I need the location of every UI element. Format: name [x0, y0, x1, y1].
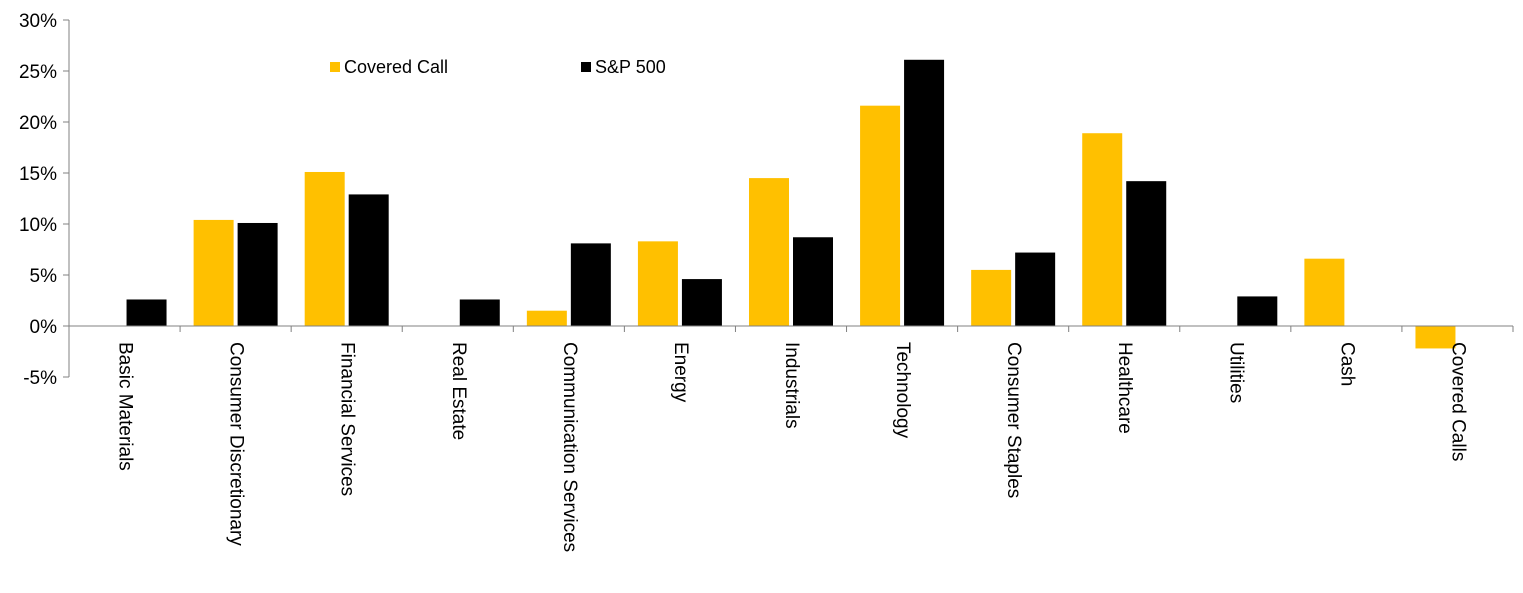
bar-sp500: [237, 222, 278, 326]
bar-covered-call: [860, 105, 901, 327]
category-label: Consumer Staples: [1003, 342, 1024, 498]
category-label: Technology: [892, 342, 913, 439]
bar-sp500: [570, 243, 611, 326]
category-label: Energy: [670, 342, 691, 403]
category-label: Industrials: [781, 342, 802, 429]
legend-swatch-covered-call: [330, 62, 340, 72]
category-label: Consumer Discretionary: [226, 342, 247, 546]
y-tick-label: 0%: [30, 317, 58, 338]
bar-sp500: [793, 237, 833, 326]
category-label: Communication Services: [559, 342, 580, 552]
bar-sp500: [1237, 296, 1278, 326]
category-label: Basic Materials: [115, 342, 136, 471]
bar-sp500: [904, 59, 945, 326]
category-label: Financial Services: [337, 342, 358, 496]
bar-sp500: [348, 194, 389, 326]
legend: Covered Call S&P 500: [330, 57, 666, 77]
bar-covered-call: [1304, 258, 1345, 326]
legend-swatch-sp500: [581, 62, 591, 72]
bar-sp500: [1015, 252, 1056, 326]
bar-covered-call: [637, 241, 678, 326]
x-axis: Basic Materials Consumer Discretionary Fin…: [68, 325, 1514, 552]
bar-sp500: [459, 299, 500, 326]
category-label: Utilities: [1225, 342, 1246, 403]
legend-label-sp500: S&P 500: [595, 57, 666, 77]
category-label: Healthcare: [1114, 342, 1135, 434]
legend-label-covered-call: Covered Call: [344, 57, 448, 77]
y-tick-label: 20%: [19, 113, 57, 134]
bar-covered-call: [749, 178, 789, 326]
category-label: Cash: [1336, 342, 1357, 386]
y-tick-label: -5%: [23, 368, 57, 389]
bar-covered-call: [193, 219, 234, 326]
y-tick-label: 15%: [19, 164, 57, 185]
bar-covered-call: [304, 171, 345, 326]
y-axis: 30% 25% 20% 15% 10% 5% 0% -5%: [19, 11, 70, 389]
y-tick-label: 5%: [30, 266, 58, 287]
category-label: Covered Calls: [1447, 342, 1468, 461]
y-tick-label: 10%: [19, 215, 57, 236]
y-tick-label: 30%: [19, 11, 57, 32]
bar-sp500: [681, 279, 722, 326]
category-label: Real Estate: [448, 342, 469, 440]
bar-covered-call: [971, 269, 1012, 326]
bar-covered-call: [526, 310, 567, 326]
bar-sp500: [126, 299, 167, 326]
y-tick-label: 25%: [19, 62, 57, 83]
bar-covered-call: [1082, 133, 1123, 326]
bars: [126, 59, 1456, 349]
bar-covered-call: [1415, 326, 1456, 349]
bar-sp500: [1126, 181, 1167, 326]
